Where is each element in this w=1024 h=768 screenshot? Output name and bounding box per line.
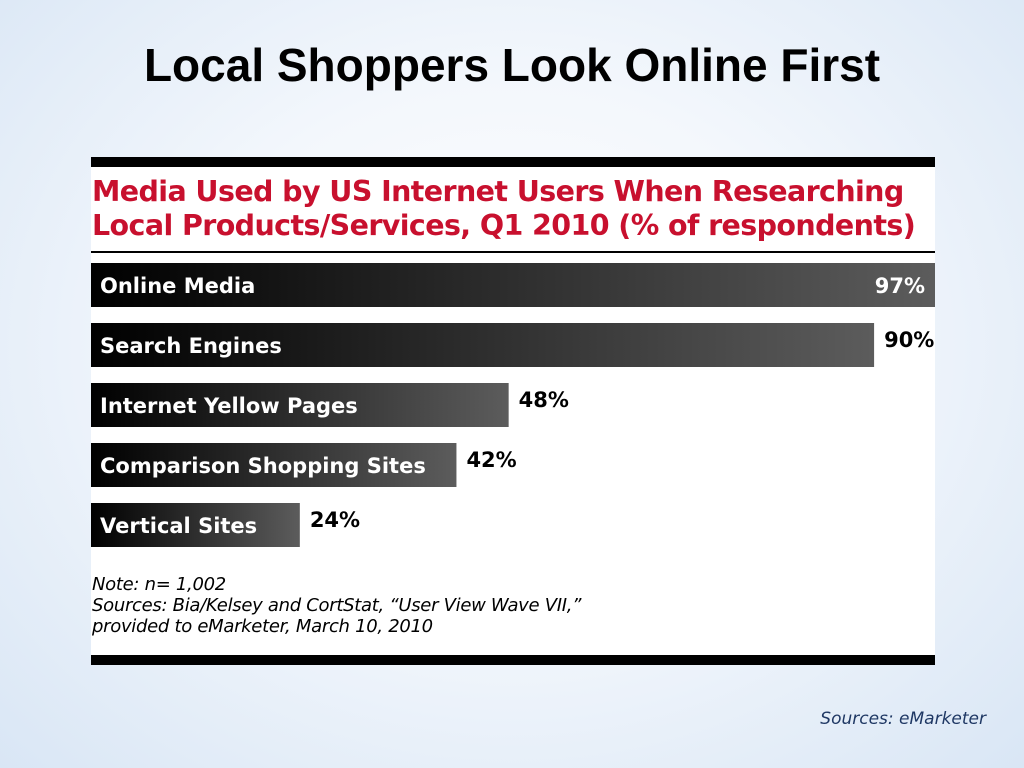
value-label-comparison-shopping-sites: 42% <box>466 448 516 472</box>
bar-chart: Online Media 97% Search Engines 90% Internet… <box>91 263 935 547</box>
chart-top-rule <box>91 157 935 167</box>
bar-online-media <box>91 263 935 307</box>
chart-title-rule <box>91 251 935 253</box>
chart-note-sources: Sources: Bia/Kelsey and CortStat, “User … <box>92 595 582 616</box>
bars-group: Online Media 97% Search Engines 90% Internet… <box>91 263 935 547</box>
chart-note-sample-size: Note: n= 1,002 <box>92 574 226 595</box>
bar-label-internet-yellow-pages: Internet Yellow Pages <box>100 394 358 418</box>
bar-search-engines <box>91 323 875 367</box>
value-label-search-engines: 90% <box>884 328 934 352</box>
bar-label-search-engines: Search Engines <box>100 334 282 358</box>
bar-label-comparison-shopping-sites: Comparison Shopping Sites <box>100 454 426 478</box>
chart-note-provided: provided to eMarketer, March 10, 2010 <box>92 616 433 637</box>
chart-notes: Note: n= 1,002 Sources: Bia/Kelsey and C… <box>92 574 912 637</box>
chart-title-line-1: Media Used by US Internet Users When Res… <box>92 175 904 208</box>
slide-source: Sources: eMarketer <box>820 709 986 729</box>
value-label-vertical-sites: 24% <box>310 508 360 532</box>
bar-internet-yellow-pages <box>91 383 509 427</box>
bar-vertical-sites <box>91 503 300 547</box>
value-label-internet-yellow-pages: 48% <box>519 388 569 412</box>
bar-comparison-shopping-sites <box>91 443 457 487</box>
slide-title: Local Shoppers Look Online First <box>143 39 881 91</box>
bar-label-online-media: Online Media <box>100 274 255 298</box>
value-label-online-media: 97% <box>875 274 925 298</box>
bar-label-vertical-sites: Vertical Sites <box>100 514 257 538</box>
chart-bottom-rule <box>91 655 935 665</box>
chart-title-line-2: Local Products/Services, Q1 2010 (% of r… <box>92 209 916 242</box>
chart-panel: Media Used by US Internet Users When Res… <box>91 157 935 665</box>
chart-title: Media Used by US Internet Users When Res… <box>92 175 935 243</box>
